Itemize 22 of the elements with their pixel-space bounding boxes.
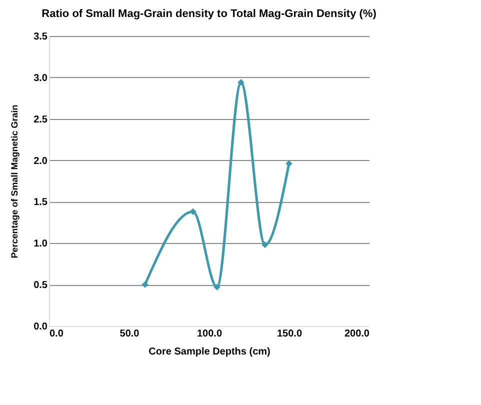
point	[142, 281, 148, 288]
y-axis-title: Percentage of Small Magnetic Grain	[10, 104, 20, 258]
x-tick-label: 100.0	[196, 328, 222, 340]
y-tick-label: 3.0	[34, 72, 48, 84]
x-tick-label: 200.0	[344, 328, 370, 340]
point	[238, 79, 244, 86]
y-tick-label: 0.5	[34, 280, 48, 292]
x-tick-label: 150.0	[276, 328, 302, 340]
y-tick-label: 2.5	[34, 114, 48, 126]
point	[190, 208, 196, 216]
y-tick-label: 0.0	[34, 322, 48, 332]
point	[286, 160, 292, 167]
x-tick-label: 50.0	[120, 328, 140, 340]
y-tick-label: 1.0	[34, 238, 48, 250]
x-axis-title: Core Sample Depths (cm)	[148, 346, 270, 358]
y-tick-label: 2.0	[34, 156, 48, 167]
y-tick-label: 1.5	[34, 197, 48, 208]
point	[262, 241, 268, 248]
y-tick-label: 3.5	[34, 32, 48, 42]
x-tick-label: 0.0	[50, 328, 64, 340]
chart-title: Ratio of Small Mag-Grain density to Total Mag-Grain Density (%)	[42, 8, 377, 20]
point	[214, 284, 220, 290]
